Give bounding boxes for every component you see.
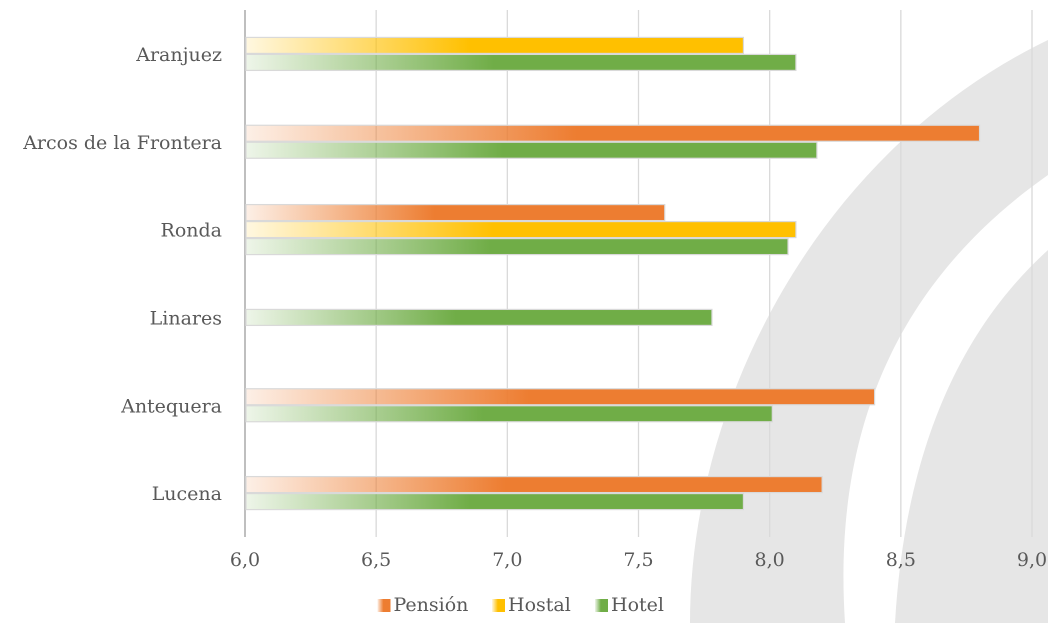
bar-pension-ronda <box>245 203 666 222</box>
legend-label: Hostal <box>508 594 571 616</box>
category-label-ronda: Ronda <box>161 220 222 242</box>
legend-label: Hotel <box>611 594 664 616</box>
x-tick-label: 7,0 <box>492 549 522 571</box>
x-tick-label: 6,5 <box>361 549 391 571</box>
x-tick-label: 9,0 <box>1017 549 1047 571</box>
x-tick-label: 7,5 <box>623 549 653 571</box>
x-tick-label: 8,0 <box>755 549 785 571</box>
category-labels: Aranjuez Arcos de la Frontera Ronda Linares… <box>22 44 222 505</box>
category-label-lucena: Lucena <box>152 483 222 505</box>
x-tick-label: 6,0 <box>230 549 260 571</box>
bar-hostal-aranjuez <box>245 36 745 55</box>
category-label-aranjuez: Aranjuez <box>135 44 222 66</box>
bar-hotel-ronda <box>245 237 789 256</box>
legend-item-hostal: Hostal <box>492 594 571 616</box>
bar-pension-lucena <box>245 475 823 494</box>
x-tick-label: 8,5 <box>886 549 916 571</box>
legend-item-pension: Pensión <box>377 594 469 616</box>
gridlines <box>244 10 1033 537</box>
legend: Pensión Hostal Hotel <box>377 594 664 616</box>
legend-swatch <box>377 599 391 612</box>
bar-hotel-aranjuez <box>245 53 797 72</box>
x-tick-labels: 6,0 6,5 7,0 7,5 8,0 8,5 9,0 <box>230 549 1047 571</box>
bar-hotel-antequera <box>245 405 773 423</box>
bar-hostal-ronda <box>245 220 797 239</box>
bars <box>245 36 981 511</box>
bar-hotel-arcos-de-la-frontera <box>245 141 818 159</box>
bar-hotel-lucena <box>245 492 745 511</box>
legend-item-hotel: Hotel <box>595 594 664 616</box>
category-label-linares: Linares <box>150 308 222 330</box>
category-label-arcos-de-la-frontera: Arcos de la Frontera <box>22 132 222 154</box>
legend-label: Pensión <box>394 594 469 616</box>
bar-pension-arcos-de-la-frontera <box>245 124 981 142</box>
category-label-antequera: Antequera <box>120 395 222 417</box>
legend-swatch <box>595 599 608 612</box>
bar-pension-antequera <box>245 388 876 406</box>
bar-hotel-linares <box>245 308 713 327</box>
legend-swatch <box>492 599 505 612</box>
